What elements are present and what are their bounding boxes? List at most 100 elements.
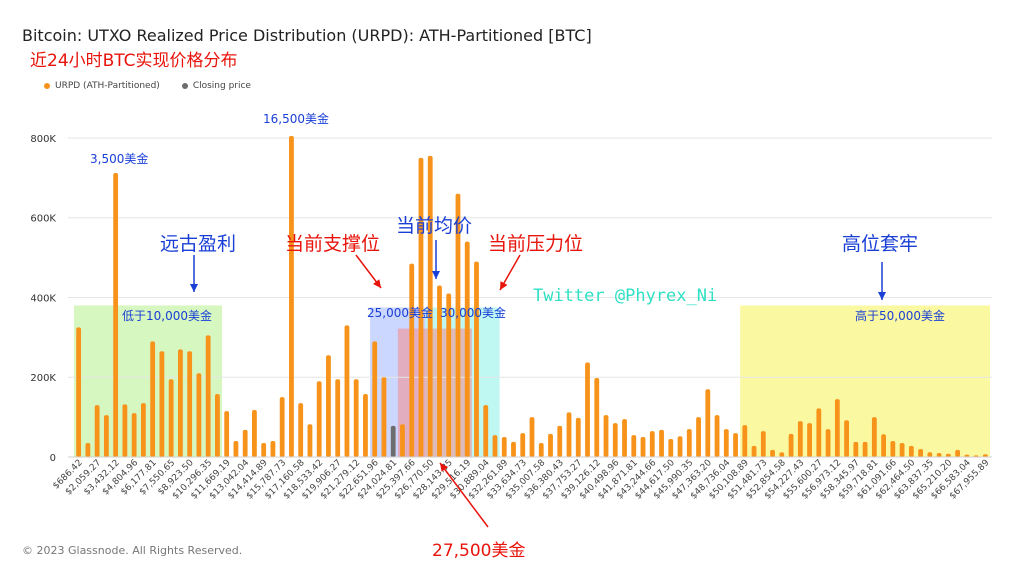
bar [612, 423, 618, 457]
bar [427, 155, 433, 457]
annotation-level-30000: 30,000美金 [440, 306, 506, 320]
bar [760, 431, 766, 457]
y-tick-label: 0 [50, 453, 56, 464]
bar [335, 379, 341, 457]
bar [437, 285, 442, 457]
bar [964, 454, 970, 457]
bar [566, 412, 572, 457]
bar [224, 411, 230, 457]
bar [159, 351, 165, 457]
bar [908, 445, 914, 457]
bar [659, 429, 664, 457]
bar [955, 449, 961, 457]
bar [594, 378, 600, 457]
y-tick-label: 400K [30, 293, 56, 304]
bar [446, 293, 452, 457]
bar [177, 349, 183, 457]
annotation-above-50000: 高于50,000美金 [855, 309, 945, 323]
bar [862, 441, 868, 457]
bar [520, 433, 526, 457]
bar [751, 445, 757, 457]
bar [622, 419, 627, 457]
bar [631, 435, 637, 457]
legend-urpd-label: URPD (ATH-Partitioned) [55, 81, 160, 91]
chart-title: Bitcoin: UTXO Realized Price Distributio… [22, 26, 592, 45]
annotation-current-support: 当前支撑位 [285, 233, 381, 255]
bar [557, 425, 563, 457]
bar [344, 325, 350, 457]
copyright-footer: © 2023 Glassnode. All Rights Reserved. [22, 544, 243, 557]
bar [788, 433, 794, 457]
bar [825, 429, 831, 457]
bar [927, 452, 933, 457]
bar [696, 417, 701, 457]
legend-closing-dot-icon [181, 83, 188, 89]
bar [871, 417, 877, 457]
chart-legend: URPD (ATH-Partitioned) Closing price [44, 81, 251, 91]
bar [714, 415, 720, 457]
legend-urpd-dot-icon [44, 83, 50, 89]
closing-price-bar [390, 425, 396, 457]
annotation-ancient-profit: 远古盈利 [160, 233, 237, 255]
bar [381, 377, 387, 457]
legend-item-closing-price[interactable]: Closing price [181, 81, 251, 91]
arrow-support-icon-head [372, 279, 381, 288]
bar [511, 441, 516, 457]
bar [770, 449, 775, 457]
annotation-current-average: 当前均价 [396, 215, 473, 237]
bar [686, 429, 692, 457]
y-tick-label: 800K [30, 134, 56, 145]
y-tick-label: 600K [30, 214, 56, 225]
bar [326, 355, 331, 457]
bar [103, 415, 109, 457]
bar [918, 449, 924, 457]
arrow-high-trapped-icon-head [878, 292, 886, 300]
bar [464, 241, 470, 457]
bar [215, 393, 220, 457]
bar [307, 424, 313, 457]
bar [723, 429, 729, 457]
bar [982, 454, 988, 457]
annotation-peak-16500: 16,500美金 [263, 112, 329, 126]
bar [187, 351, 193, 457]
bar [261, 443, 267, 457]
bar [113, 173, 119, 457]
bar [140, 403, 146, 457]
bar [705, 389, 711, 457]
bar [242, 429, 248, 457]
bar [474, 261, 479, 457]
bar [150, 341, 156, 457]
bar [899, 443, 905, 457]
arrow-closing-price-icon-head [440, 463, 448, 472]
bar [797, 421, 803, 457]
bar [122, 404, 128, 457]
bar [363, 393, 368, 457]
annotation-peak-3500: 3,500美金 [90, 152, 149, 166]
bar [353, 379, 359, 457]
bar [233, 441, 239, 457]
bar [603, 415, 609, 457]
bar [890, 441, 896, 457]
legend-item-urpd[interactable]: URPD (ATH-Partitioned) [44, 81, 160, 91]
bar [270, 441, 276, 457]
bar [816, 408, 822, 457]
annotation-twitter: Twitter @Phyrex_Ni [533, 286, 718, 306]
bar [168, 379, 174, 457]
bar [733, 433, 738, 457]
bar [575, 417, 581, 457]
bar [742, 425, 748, 457]
bar [279, 397, 285, 457]
bar [372, 341, 378, 457]
arrow-average-icon-head [432, 271, 440, 279]
arrow-ancient-profit-icon-head [190, 284, 198, 292]
bar [844, 420, 849, 457]
chart-subtitle: 近24小时BTC实现价格分布 [30, 51, 238, 71]
arrow-closing-price-icon [439, 462, 489, 528]
bar [455, 193, 461, 457]
bar [585, 362, 590, 457]
bar [945, 453, 951, 457]
bar [529, 417, 535, 457]
bar [548, 433, 553, 457]
bar [409, 263, 415, 457]
